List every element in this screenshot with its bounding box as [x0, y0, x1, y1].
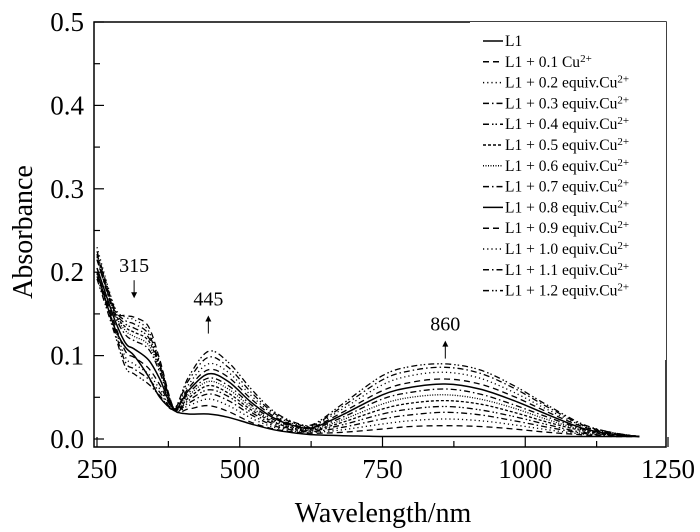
x-tick-label: 250: [77, 454, 118, 484]
x-tick-label: 1250: [641, 454, 695, 484]
series-line-11: [96, 276, 640, 438]
peak-label-860: 860: [430, 314, 460, 336]
x-tick-label: 750: [362, 454, 403, 484]
legend-entry-3: L1 + 0.3 equiv.Cu2+: [505, 94, 629, 112]
legend-entry-7: L1 + 0.7 equiv.Cu2+: [505, 178, 629, 196]
arrow-up-icon: [205, 315, 212, 334]
series-line-6: [96, 257, 640, 438]
legend-entry-4: L1 + 0.4 equiv.Cu2+: [505, 115, 629, 133]
legend-entry-8: L1 + 0.8 equiv.Cu2+: [505, 198, 629, 216]
series-line-0: [96, 271, 640, 438]
series-line-4: [96, 253, 640, 438]
legend-entry-9: L1 + 0.9 equiv.Cu2+: [505, 219, 629, 237]
annotation-layer: 315 445 860: [119, 255, 460, 359]
series-line-12: [96, 278, 640, 438]
legend-entry-10: L1 + 1.0 equiv.Cu2+: [505, 240, 629, 258]
legend: L1 L1 + 0.1 Cu2+ L1 + 0.2 equiv.Cu2+ L1 + 0…: [483, 33, 629, 300]
series-layer: [96, 247, 640, 438]
legend-entry-6: L1 + 0.6 equiv.Cu2+: [505, 157, 629, 175]
legend-entry-11: L1 + 1.1 equiv.Cu2+: [505, 261, 629, 279]
arrow-down-icon: [131, 280, 138, 299]
y-tick-label: 0.0: [50, 424, 84, 454]
legend-entry-0: L1: [505, 33, 522, 50]
legend-entry-5: L1 + 0.5 equiv.Cu2+: [505, 136, 629, 154]
y-tick-label: 0.3: [50, 174, 84, 204]
x-axis-title: Wavelength/nm: [295, 498, 472, 529]
y-tick-label: 0.5: [50, 7, 84, 37]
series-line-8: [96, 267, 640, 438]
legend-entry-1: L1 + 0.1 Cu2+: [505, 53, 592, 71]
legend-entry-2: L1 + 0.2 equiv.Cu2+: [505, 74, 629, 92]
series-line-9: [96, 271, 640, 438]
y-tick-label: 0.4: [50, 90, 84, 120]
series-line-7: [96, 259, 640, 438]
y-axis-title: Absorbance: [8, 165, 39, 299]
legend-entry-12: L1 + 1.2 equiv.Cu2+: [505, 282, 629, 300]
y-tick-label: 0.2: [50, 257, 84, 287]
legend-box: [470, 22, 666, 360]
series-line-5: [96, 255, 640, 438]
series-line-1: [96, 259, 640, 438]
peak-label-445: 445: [193, 289, 223, 311]
series-line-2: [96, 247, 640, 438]
peak-label-315: 315: [119, 255, 149, 277]
x-tick-label: 1000: [498, 454, 552, 484]
y-tick-label: 0.1: [50, 341, 84, 371]
arrow-up-icon: [442, 340, 449, 359]
series-line-3: [96, 251, 640, 438]
x-tick-label: 500: [220, 454, 261, 484]
